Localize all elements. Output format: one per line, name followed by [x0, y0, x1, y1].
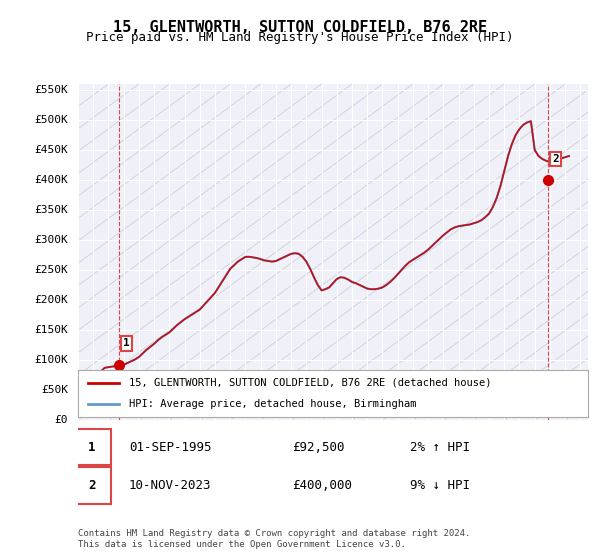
Text: £250K: £250K: [34, 265, 68, 275]
Text: 2001: 2001: [200, 433, 210, 457]
Text: 2017: 2017: [443, 433, 454, 457]
Text: 2016: 2016: [428, 433, 438, 457]
Text: 2002: 2002: [215, 433, 225, 457]
Text: 2% ↑ HPI: 2% ↑ HPI: [409, 441, 470, 454]
Text: £92,500: £92,500: [292, 441, 344, 454]
Text: 9% ↓ HPI: 9% ↓ HPI: [409, 479, 470, 492]
Text: £300K: £300K: [34, 235, 68, 245]
Text: 2023: 2023: [535, 433, 545, 457]
Text: 1999: 1999: [169, 433, 179, 457]
Text: 2019: 2019: [474, 433, 484, 457]
Text: 01-SEP-1995: 01-SEP-1995: [129, 441, 212, 454]
Text: 2007: 2007: [291, 433, 301, 457]
Text: 2000: 2000: [185, 433, 194, 457]
Text: £550K: £550K: [34, 85, 68, 95]
Text: HPI: Average price, detached house, Birmingham: HPI: Average price, detached house, Birm…: [129, 399, 416, 409]
Text: £450K: £450K: [34, 145, 68, 155]
Text: £100K: £100K: [34, 355, 68, 365]
Text: 2005: 2005: [260, 433, 271, 457]
Text: £400K: £400K: [34, 175, 68, 185]
Text: 2004: 2004: [245, 433, 256, 457]
Text: 2014: 2014: [398, 433, 408, 457]
Text: 1996: 1996: [124, 433, 134, 457]
Text: 2021: 2021: [504, 433, 514, 457]
FancyBboxPatch shape: [73, 467, 111, 503]
Text: 1994: 1994: [93, 433, 103, 457]
Text: 2010: 2010: [337, 433, 347, 457]
Text: 2011: 2011: [352, 433, 362, 457]
Text: 1997: 1997: [139, 433, 149, 457]
Text: 2013: 2013: [382, 433, 392, 457]
Text: 10-NOV-2023: 10-NOV-2023: [129, 479, 212, 492]
FancyBboxPatch shape: [73, 429, 111, 465]
Text: £500K: £500K: [34, 115, 68, 125]
Text: 2015: 2015: [413, 433, 423, 457]
Text: 2024: 2024: [550, 433, 560, 457]
Text: 1995: 1995: [109, 433, 118, 457]
Text: 2018: 2018: [458, 433, 469, 457]
Text: 1: 1: [88, 441, 95, 454]
Text: 2003: 2003: [230, 433, 240, 457]
Text: £200K: £200K: [34, 295, 68, 305]
Text: 2020: 2020: [489, 433, 499, 457]
Text: £350K: £350K: [34, 205, 68, 215]
Text: 15, GLENTWORTH, SUTTON COLDFIELD, B76 2RE: 15, GLENTWORTH, SUTTON COLDFIELD, B76 2R…: [113, 20, 487, 35]
Text: 2008: 2008: [307, 433, 316, 457]
Text: £400,000: £400,000: [292, 479, 352, 492]
Text: 2: 2: [552, 154, 559, 164]
Text: Price paid vs. HM Land Registry's House Price Index (HPI): Price paid vs. HM Land Registry's House …: [86, 31, 514, 44]
Text: 15, GLENTWORTH, SUTTON COLDFIELD, B76 2RE (detached house): 15, GLENTWORTH, SUTTON COLDFIELD, B76 2R…: [129, 378, 491, 388]
Text: 2009: 2009: [322, 433, 332, 457]
Text: 2022: 2022: [520, 433, 529, 457]
Text: £0: £0: [54, 415, 68, 425]
Text: 1: 1: [123, 338, 130, 348]
Text: 2006: 2006: [276, 433, 286, 457]
Text: 2: 2: [88, 479, 95, 492]
Text: 2026: 2026: [580, 433, 590, 457]
Text: 1998: 1998: [154, 433, 164, 457]
Text: 2025: 2025: [565, 433, 575, 457]
Text: £150K: £150K: [34, 325, 68, 335]
Text: 1993: 1993: [78, 433, 88, 457]
Text: Contains HM Land Registry data © Crown copyright and database right 2024.
This d: Contains HM Land Registry data © Crown c…: [78, 529, 470, 549]
Text: £50K: £50K: [41, 385, 68, 395]
Text: 2012: 2012: [367, 433, 377, 457]
